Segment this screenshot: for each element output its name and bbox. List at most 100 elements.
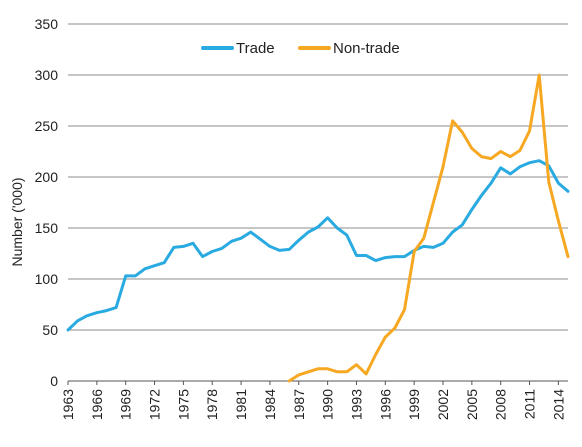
data-point-non-trade <box>528 129 531 133</box>
data-point-trade <box>230 240 233 243</box>
y-tick-label: 250 <box>35 118 59 134</box>
data-point-non-trade <box>547 180 550 184</box>
x-tick-label: 1999 <box>406 389 422 420</box>
data-point-trade <box>268 245 272 248</box>
data-point-trade <box>557 181 560 185</box>
data-point-trade <box>297 239 300 242</box>
data-point-trade <box>143 267 147 270</box>
x-tick-label: 2011 <box>522 389 538 419</box>
data-point-trade <box>480 194 483 197</box>
data-point-trade <box>355 254 358 257</box>
x-tick-label: 1969 <box>118 389 134 420</box>
data-point-trade <box>249 230 252 234</box>
data-point-trade <box>393 255 397 258</box>
data-point-non-trade <box>461 130 464 134</box>
y-tick-label: 200 <box>35 169 59 185</box>
x-tick-label: 1996 <box>377 389 393 420</box>
data-point-non-trade <box>451 119 454 123</box>
data-point-non-trade <box>403 308 406 311</box>
data-point-trade <box>76 319 79 323</box>
x-tick-label: 1981 <box>233 389 249 420</box>
data-point-non-trade <box>326 367 329 370</box>
x-tick-label: 1963 <box>60 389 76 420</box>
data-point-trade <box>278 249 281 252</box>
data-point-trade <box>470 208 474 211</box>
data-point-non-trade <box>316 367 320 370</box>
data-point-non-trade <box>412 250 416 253</box>
data-point-non-trade <box>422 237 425 240</box>
data-point-non-trade <box>364 372 368 376</box>
data-point-trade <box>316 225 320 229</box>
data-point-non-trade <box>384 335 387 339</box>
data-point-trade <box>220 247 224 250</box>
x-tick-label: 1993 <box>348 389 364 420</box>
x-tick-label: 1984 <box>262 389 278 420</box>
y-tick-label: 150 <box>35 220 59 236</box>
data-point-trade <box>345 233 349 237</box>
data-point-trade <box>191 242 195 245</box>
series-line-non-trade <box>287 73 570 383</box>
data-point-non-trade <box>489 157 493 160</box>
series-line-trade <box>66 159 570 332</box>
x-tick-label: 1990 <box>320 389 336 420</box>
data-point-non-trade <box>566 255 570 258</box>
data-point-non-trade <box>441 165 445 168</box>
x-tick-label: 1978 <box>204 389 220 420</box>
data-point-non-trade <box>557 219 560 223</box>
data-point-trade <box>66 328 70 332</box>
data-point-trade <box>499 166 502 170</box>
legend-label: Non-trade <box>333 40 400 57</box>
legend-label: Trade <box>236 40 275 57</box>
data-point-trade <box>364 254 368 257</box>
data-point-trade <box>114 306 118 309</box>
y-tick-label: 50 <box>42 322 58 338</box>
data-point-non-trade <box>336 370 339 374</box>
x-tick-label: 2014 <box>550 389 566 420</box>
data-point-trade <box>162 261 166 264</box>
gridlines <box>68 23 568 382</box>
data-point-trade <box>259 238 262 241</box>
data-point-trade <box>509 172 512 176</box>
y-tick-label: 350 <box>35 16 59 32</box>
data-point-non-trade <box>432 201 435 204</box>
data-point-non-trade <box>297 373 300 377</box>
data-point-trade <box>201 255 204 258</box>
data-point-trade <box>336 226 339 230</box>
data-point-trade <box>239 237 243 240</box>
data-point-non-trade <box>537 73 541 77</box>
legend: Trade Non-trade <box>201 40 400 57</box>
y-axis-title: Number ('000) <box>9 177 25 266</box>
series-lines <box>66 73 570 383</box>
x-tick-label: 1966 <box>89 389 105 420</box>
data-point-non-trade <box>287 379 291 383</box>
data-point-trade <box>489 181 493 185</box>
data-point-trade <box>134 274 137 278</box>
y-tick-label: 0 <box>50 373 58 389</box>
data-point-non-trade <box>393 326 397 330</box>
data-point-trade <box>153 264 156 267</box>
x-axis-ticks: 1963 1966 1969 1972 1975 1978 1981 1984 1987 1990… <box>60 381 566 420</box>
data-point-non-trade <box>499 150 502 153</box>
data-point-trade <box>422 245 425 248</box>
data-point-trade <box>86 314 89 317</box>
data-point-non-trade <box>470 147 474 150</box>
data-point-trade <box>451 230 454 234</box>
data-point-trade <box>384 256 387 259</box>
data-point-non-trade <box>307 370 310 374</box>
data-point-trade <box>441 242 445 245</box>
data-point-trade <box>95 311 99 314</box>
data-point-non-trade <box>480 155 483 158</box>
data-point-trade <box>518 165 522 168</box>
x-tick-label: 1975 <box>175 389 191 420</box>
data-point-trade <box>105 309 108 312</box>
data-point-non-trade <box>355 363 358 366</box>
y-tick-label: 100 <box>35 271 59 287</box>
data-point-non-trade <box>345 370 349 374</box>
data-point-trade <box>307 230 310 234</box>
data-point-trade <box>432 246 435 249</box>
y-tick-label: 300 <box>35 67 59 83</box>
data-point-trade <box>182 245 185 248</box>
y-axis-ticks: 0 50 100 150 200 250 300 350 <box>35 16 59 389</box>
